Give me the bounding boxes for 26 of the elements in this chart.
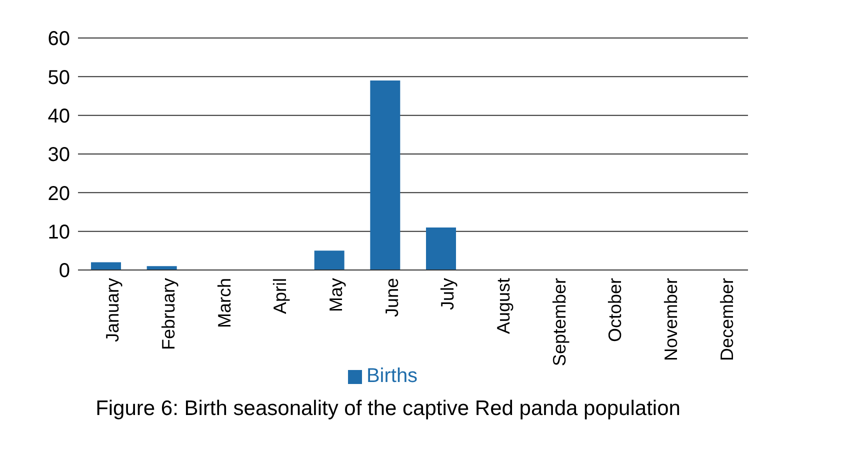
x-tick-label: July: [438, 278, 458, 310]
bar: [314, 250, 344, 270]
bar: [426, 227, 456, 270]
y-tick-label: 30: [48, 144, 70, 166]
y-tick-label: 40: [48, 105, 70, 128]
x-tick-label: August: [494, 278, 514, 334]
x-tick-label: October: [605, 278, 626, 342]
x-tick-label: March: [214, 278, 234, 328]
x-tick-label: January: [102, 278, 123, 342]
x-tick-label: December: [716, 278, 737, 362]
text: Figure 6: Birth seasonality of the captive Red panda population: [94, 397, 682, 421]
bar: [146, 266, 177, 270]
bar: [370, 80, 400, 270]
y-tick-label: 50: [48, 66, 70, 89]
y-tick-label: 10: [48, 221, 70, 244]
y-tick-label: 60: [48, 28, 70, 50]
y-tick-label: 0: [58, 260, 70, 282]
x-tick-label: April: [270, 278, 290, 314]
x-tick-label: November: [661, 278, 682, 362]
x-tick-label: September: [549, 278, 570, 366]
y-tick-label: 20: [48, 182, 70, 205]
x-tick-label: June: [382, 278, 402, 318]
legend-label: Births: [366, 365, 418, 387]
bar: [91, 262, 121, 270]
x-tick-label: May: [326, 278, 346, 312]
x-tick-label: February: [158, 278, 179, 350]
